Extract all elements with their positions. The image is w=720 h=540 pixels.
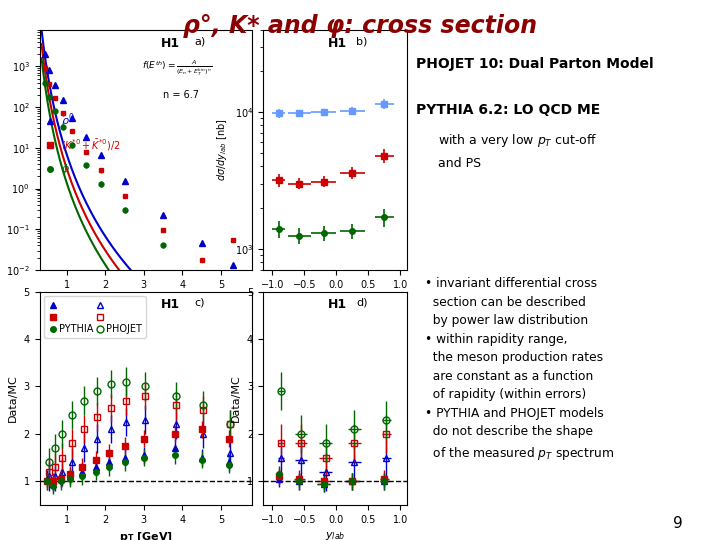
Text: n = 6.7: n = 6.7 xyxy=(163,90,199,100)
Text: PYTHIA 6.2: LO QCD ME: PYTHIA 6.2: LO QCD ME xyxy=(416,103,600,117)
Text: H1: H1 xyxy=(161,37,180,50)
Text: ρ°, K* and φ: cross section: ρ°, K* and φ: cross section xyxy=(183,14,537,37)
Text: $f(E^{th}) = \frac{A}{(E_n + E_T^{kin})^n}$: $f(E^{th}) = \frac{A}{(E_n + E_T^{kin})^… xyxy=(142,58,212,78)
Text: and PS: and PS xyxy=(438,157,481,170)
Y-axis label: Data/MC: Data/MC xyxy=(8,374,18,422)
Text: H1: H1 xyxy=(161,298,180,311)
Text: with a very low $p_T$ cut-off: with a very low $p_T$ cut-off xyxy=(438,132,598,149)
Y-axis label: Data/MC: Data/MC xyxy=(231,374,241,422)
X-axis label: $y_{lab}$: $y_{lab}$ xyxy=(325,295,345,307)
Text: c): c) xyxy=(194,298,205,308)
Text: H1: H1 xyxy=(328,298,347,311)
Y-axis label: $d\sigma/dy_{lab}$ [nb]: $d\sigma/dy_{lab}$ [nb] xyxy=(215,118,229,181)
Text: 9: 9 xyxy=(673,516,683,531)
Text: $\rho^0$: $\rho^0$ xyxy=(60,112,75,130)
X-axis label: $y_{lab}$: $y_{lab}$ xyxy=(325,530,345,540)
Text: H1: H1 xyxy=(328,37,347,50)
Text: • invariant differential cross
  section can be described
  by power law distrib: • invariant differential cross section c… xyxy=(426,277,614,462)
Text: $\phi$: $\phi$ xyxy=(60,162,70,176)
Text: d): d) xyxy=(356,298,368,308)
Text: b): b) xyxy=(356,37,368,47)
Text: PHOJET 10: Dual Parton Model: PHOJET 10: Dual Parton Model xyxy=(416,57,654,71)
Text: $(K^{*0}+\bar{K}^{*0})/2$: $(K^{*0}+\bar{K}^{*0})/2$ xyxy=(60,138,120,153)
X-axis label: $\mathbf{p_T}$ [GeV]: $\mathbf{p_T}$ [GeV] xyxy=(119,530,173,540)
Legend: , , PYTHIA, , , PHOJET: , , PYTHIA, , , PHOJET xyxy=(45,296,146,338)
Text: a): a) xyxy=(194,37,206,47)
X-axis label: $\mathbf{p_T}$ [GeV]: $\mathbf{p_T}$ [GeV] xyxy=(119,295,173,309)
